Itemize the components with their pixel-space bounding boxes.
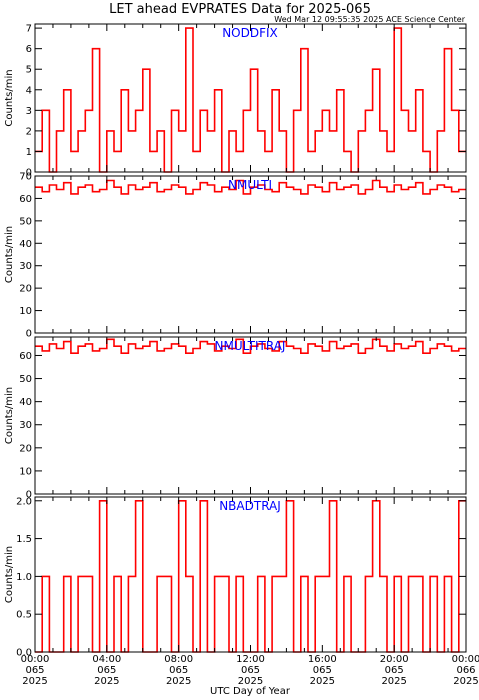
y-tick-label: 20 — [19, 284, 32, 295]
y-tick-label: 2 — [26, 126, 32, 137]
y-tick-label: 0 — [26, 490, 32, 501]
x-tick-label: 2025 — [166, 676, 191, 687]
x-tick-label: 20:00 — [380, 654, 409, 665]
panel-label: NMULTI — [228, 178, 272, 192]
x-tick-label: 065 — [385, 665, 404, 676]
y-tick-label: 3 — [26, 106, 32, 117]
y-tick-label: 30 — [19, 420, 32, 431]
panel-nmulti: 0 10 20 30 40 50 60 70 Counts/min NMULTI — [4, 172, 467, 340]
y-tick-label: 40 — [19, 239, 32, 250]
y-tick-label: 0.5 — [16, 610, 32, 621]
y-tick-label: 70 — [19, 172, 32, 183]
y-axis-label: Counts/min — [4, 226, 15, 283]
panel-nbadtraj: 0.0 0.5 1.0 1.5 2.0 Counts/min NBADTRAJ — [4, 496, 467, 659]
y-tick-label: 5 — [26, 65, 32, 76]
x-tick-label: 2025 — [22, 676, 47, 687]
x-tick-label: 065 — [241, 665, 260, 676]
y-tick-label: 2.0 — [16, 496, 32, 507]
panel-label: NMULTITRAJ — [215, 339, 286, 353]
chart-title: LET ahead EVPRATES Data for 2025-065 — [109, 2, 371, 17]
y-tick-label: 1 — [26, 147, 32, 158]
y-tick-label: 0 — [26, 168, 32, 179]
panels: 0 1 2 3 4 5 6 7 Counts/min NODDFIX 0 10 20 30 40 50 60 70… — [4, 23, 467, 659]
y-tick-label: 50 — [19, 374, 32, 385]
panel-nmultitraj: 0 10 20 30 40 50 60 Counts/min NMULTITRAJ — [4, 336, 467, 501]
y-axis-label: Counts/min — [4, 387, 15, 444]
x-tick-labels: 00:00065202504:00065202508:00065202512:0… — [21, 654, 479, 687]
y-axis-label: Counts/min — [4, 546, 15, 603]
panel-label: NBADTRAJ — [219, 499, 281, 513]
y-tick-label: 1.0 — [16, 572, 32, 583]
x-axis-label: UTC Day of Year — [210, 686, 291, 697]
y-axis-label: Counts/min — [4, 69, 15, 126]
y-tick-label: 20 — [19, 443, 32, 454]
x-tick-label: 12:00 — [236, 654, 265, 665]
x-tick-label: 065 — [313, 665, 332, 676]
y-tick-label: 30 — [19, 261, 32, 272]
data-trace — [35, 27, 466, 173]
x-tick-label: 066 — [456, 665, 475, 676]
x-tick-label: 2025 — [94, 676, 119, 687]
x-tick-label: 2025 — [310, 676, 335, 687]
x-tick-label: 08:00 — [164, 654, 193, 665]
chart-timestamp: Wed Mar 12 09:55:35 2025 ACE Science Cen… — [274, 15, 465, 24]
y-tick-label: 60 — [19, 351, 32, 362]
x-tick-label: 2025 — [453, 676, 478, 687]
y-tick-label: 10 — [19, 466, 32, 477]
x-tick-label: 00:00 — [21, 654, 50, 665]
panel-label: NODDFIX — [222, 26, 278, 40]
x-tick-label: 065 — [97, 665, 116, 676]
x-tick-label: 16:00 — [308, 654, 337, 665]
x-tick-label: 00:00 — [452, 654, 479, 665]
y-tick-label: 60 — [19, 194, 32, 205]
y-tick-label: 40 — [19, 397, 32, 408]
x-tick-label: 065 — [169, 665, 188, 676]
panel-noddfix: 0 1 2 3 4 5 6 7 Counts/min NODDFIX — [4, 23, 467, 179]
y-tick-label: 4 — [26, 85, 32, 96]
x-tick-label: 2025 — [381, 676, 406, 687]
y-tick-label: 1.5 — [16, 534, 32, 545]
x-tick-label: 2025 — [238, 676, 263, 687]
y-tick-label: 7 — [26, 24, 32, 35]
x-tick-label: 04:00 — [92, 654, 121, 665]
y-tick-label: 10 — [19, 306, 32, 317]
y-tick-label: 50 — [19, 216, 32, 227]
y-tick-label: 6 — [26, 44, 32, 55]
y-tick-label: 0 — [26, 329, 32, 340]
y-tick-label: 0.0 — [16, 648, 32, 659]
x-tick-label: 065 — [25, 665, 44, 676]
